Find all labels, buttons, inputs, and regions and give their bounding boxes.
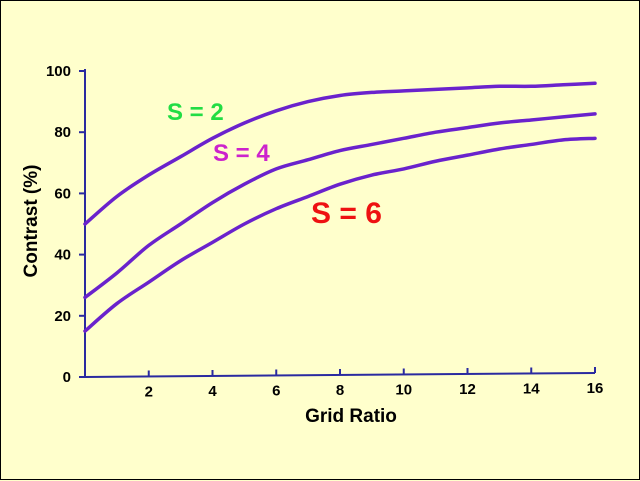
y-tick-label: 20 <box>54 308 71 325</box>
y-tick-label: 60 <box>54 185 71 202</box>
x-tick-label: 14 <box>523 381 540 398</box>
x-tick-label: 16 <box>587 380 604 397</box>
x-ticks: 2 4 6 8 10 12 14 16 <box>145 367 604 401</box>
series-label-3: S = 6 <box>311 197 382 230</box>
x-axis-title: Grid Ratio <box>305 406 397 427</box>
y-tick-label: 0 <box>63 369 71 386</box>
x-tick-label: 8 <box>336 382 344 399</box>
x-tick-label: 10 <box>395 382 412 399</box>
x-tick-label: 4 <box>208 383 217 400</box>
series-label-2: S = 4 <box>213 140 270 167</box>
series-line-1 <box>83 81 597 226</box>
y-axis-title: Contrast (%) <box>21 165 42 278</box>
series-lines <box>83 81 597 333</box>
series-label-1: S = 2 <box>167 99 224 126</box>
y-tick-label: 40 <box>54 247 71 264</box>
y-tick-label: 100 <box>46 63 71 80</box>
y-ticks: 0 20 40 60 80 100 <box>46 63 85 386</box>
series-line-3 <box>83 136 597 333</box>
x-tick-label: 2 <box>145 384 153 401</box>
x-tick-label: 12 <box>459 381 476 398</box>
series-line-2 <box>83 112 597 300</box>
y-tick-label: 80 <box>54 124 71 141</box>
series-labels: S = 2 S = 4 S = 6 <box>167 99 382 230</box>
x-tick-label: 6 <box>272 383 280 400</box>
